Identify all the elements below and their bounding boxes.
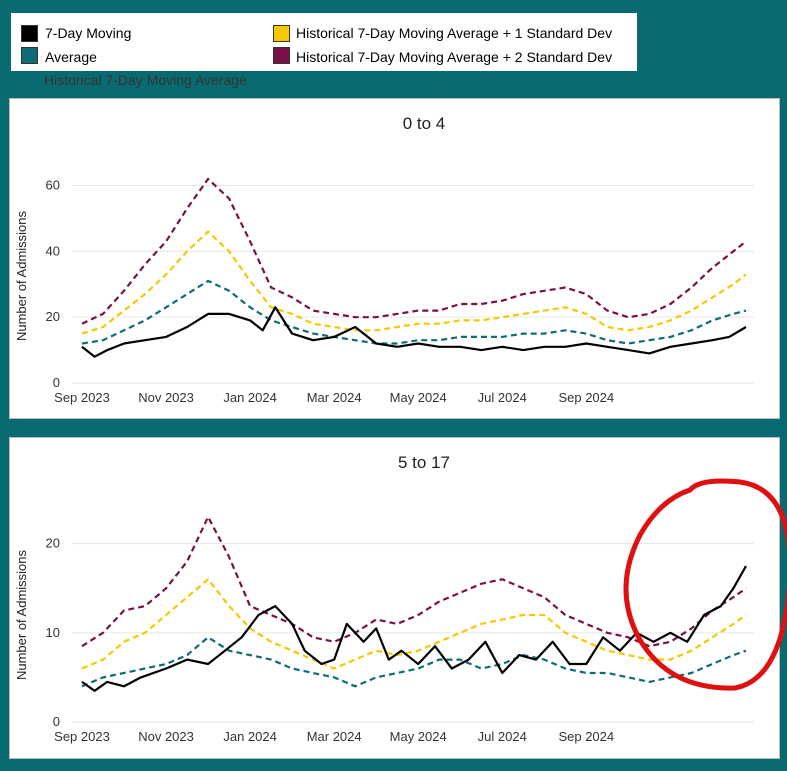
y-tick-label: 10 [46,625,60,640]
x-tick-label: May 2024 [390,390,447,405]
legend-label-7day: 7-Day Moving [45,25,132,41]
y-axis-label: Number of Admissions [14,549,29,680]
series-line-3 [81,177,747,325]
series-line-3 [81,515,747,648]
chart-title: 5 to 17 [398,453,450,472]
x-tick-label: Nov 2023 [138,390,194,405]
x-tick-label: Sep 2024 [558,390,614,405]
x-tick-label: Sep 2023 [54,390,110,405]
legend-label-plus1sd: Historical 7-Day Moving Average + 1 Stan… [296,25,613,41]
chart-5-to-17: 5 to 17 0 10 20 Number of Admissions Sep 2023… [14,453,754,744]
legend-swatch-average [21,47,38,64]
x-tick-label: Sep 2024 [558,729,614,744]
chart-title: 0 to 4 [403,114,446,133]
legend-swatch-7day [21,25,38,42]
y-tick-label: 40 [46,243,60,258]
series-line-2 [81,578,747,670]
chart-panel-0-to-4: 0 to 4 0 20 40 60 Number of Admissions Sep 202… [9,98,780,419]
y-tick-label: 60 [46,177,60,192]
x-tick-label: Jan 2024 [223,390,277,405]
series-line-0 [81,565,747,692]
legend-swatch-plus1sd [273,25,290,42]
x-tick-label: Jul 2024 [478,390,527,405]
legend-label-plus2sd: Historical 7-Day Moving Average + 2 Stan… [296,49,613,65]
x-tick-label: Mar 2024 [307,390,362,405]
x-tick-label: May 2024 [390,729,447,744]
y-tick-label: 0 [53,714,60,729]
legend-label-average: Average [45,49,97,65]
chart-panel-5-to-17: 5 to 17 0 10 20 Number of Admissions Sep 2023… [9,437,780,759]
chart-0-to-4: 0 to 4 0 20 40 60 Number of Admissions Sep 202… [14,114,754,405]
x-tick-label: Jul 2024 [478,729,527,744]
x-tick-label: Jan 2024 [223,729,277,744]
legend-swatch-plus2sd [273,47,290,64]
x-tick-label: Nov 2023 [138,729,194,744]
x-tick-label: Sep 2023 [54,729,110,744]
y-tick-label: 0 [53,375,60,390]
legend: 7-Day Moving Average Historical 7-Day Mo… [11,13,637,88]
legend-subtitle: Historical 7-Day Moving Average [44,72,247,88]
series-line-2 [81,230,747,335]
y-axis-label: Number of Admissions [14,210,29,341]
y-tick-label: 20 [46,309,60,324]
y-tick-label: 20 [46,536,60,551]
x-tick-label: Mar 2024 [307,729,362,744]
series-line-1 [81,279,747,345]
series-line-0 [81,306,747,358]
